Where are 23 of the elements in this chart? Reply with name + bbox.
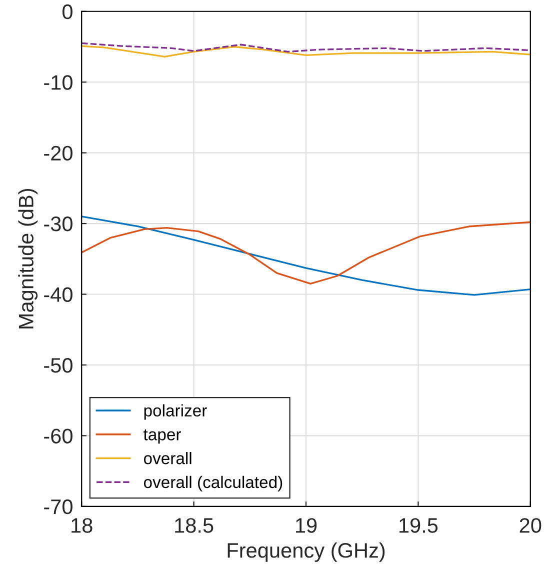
x-tick-label: 18.5 bbox=[175, 518, 214, 533]
y-tick-label: -70 bbox=[44, 499, 72, 514]
y-tick-label: -20 bbox=[44, 146, 72, 161]
x-tick-label: 20 bbox=[520, 518, 542, 533]
y-tick-label: -60 bbox=[44, 428, 72, 444]
y-tick-label: -10 bbox=[44, 75, 72, 90]
legend-label: overall (calculated) bbox=[144, 476, 282, 492]
y-tick-label: -40 bbox=[44, 287, 72, 302]
x-axis-title: Frequency (GHz) bbox=[228, 542, 385, 562]
legend-label: overall bbox=[144, 452, 192, 464]
line-series bbox=[82, 216, 530, 296]
line-series bbox=[82, 45, 530, 58]
x-tick-label: 19.5 bbox=[400, 518, 438, 533]
x-tick-label: 19 bbox=[296, 518, 317, 533]
line-series bbox=[82, 221, 530, 284]
legend-label: polarizer bbox=[144, 404, 207, 420]
line-series bbox=[82, 42, 530, 53]
y-axis-title: Magnitude (dB) bbox=[18, 188, 38, 328]
legend-label: taper bbox=[144, 429, 181, 444]
y-tick-label: -30 bbox=[44, 216, 72, 232]
y-tick-label: -50 bbox=[44, 358, 72, 373]
x-tick-label: 18 bbox=[72, 518, 92, 533]
y-tick-label: 0 bbox=[62, 4, 72, 20]
